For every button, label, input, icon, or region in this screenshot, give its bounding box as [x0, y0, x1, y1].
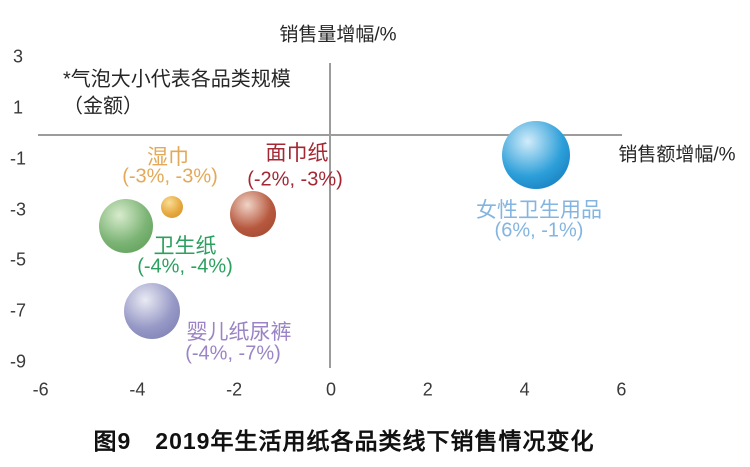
y-axis-line [329, 63, 331, 368]
bubble-label-baby-diapers-name: 婴儿纸尿裤 [186, 321, 292, 344]
y-tick-label: -7 [9, 300, 27, 321]
x-tick-label: -6 [32, 379, 49, 400]
bubble-label-facial-tissue-values: (-2%, -3%) [247, 168, 343, 191]
x-axis-title: 销售额增幅/% [618, 144, 736, 166]
bubble-size-note-line2: （金额） [63, 95, 143, 118]
y-tick-label: -9 [9, 351, 27, 372]
bubble-feminine-hygiene [502, 121, 571, 190]
bubble-wet-wipes [160, 196, 183, 218]
y-tick-label: 1 [12, 97, 24, 118]
bubble-toilet-paper [98, 199, 153, 254]
bubble-label-facial-tissue-name: 面巾纸 [265, 142, 329, 165]
x-tick-label: 2 [422, 379, 433, 400]
x-tick-label: -4 [129, 379, 146, 400]
bubble-label-wet-wipes-name: 湿巾 [147, 146, 189, 169]
y-tick-label: 3 [12, 46, 24, 67]
bubble-facial-tissue [230, 191, 277, 238]
x-tick-label: 6 [616, 379, 627, 400]
bubble-label-toilet-paper-name: 卫生纸 [153, 235, 217, 258]
bubble-label-feminine-hygiene-values: (6%, -1%) [494, 219, 584, 242]
bubble-label-toilet-paper-values: (-4%, -4%) [137, 255, 233, 278]
y-tick-label: -3 [9, 199, 27, 220]
bubble-label-feminine-hygiene-name: 女性卫生用品 [476, 199, 602, 222]
bubble-label-wet-wipes-values: (-3%, -3%) [122, 165, 218, 188]
y-tick-label: -5 [9, 249, 27, 270]
x-tick-label: 0 [325, 379, 337, 400]
figure-title: 图9 2019年生活用纸各品类线下销售情况变化 [93, 428, 595, 454]
y-axis-title: 销售量增幅/% [279, 24, 397, 46]
y-tick-label: -1 [9, 148, 27, 169]
x-tick-label: -2 [226, 379, 243, 400]
bubble-label-baby-diapers-values: (-4%, -7%) [185, 342, 281, 365]
bubble-size-note-line1: *气泡大小代表各品类规模 [63, 68, 291, 91]
bubble-baby-diapers [123, 282, 180, 339]
x-tick-label: 4 [519, 379, 530, 400]
